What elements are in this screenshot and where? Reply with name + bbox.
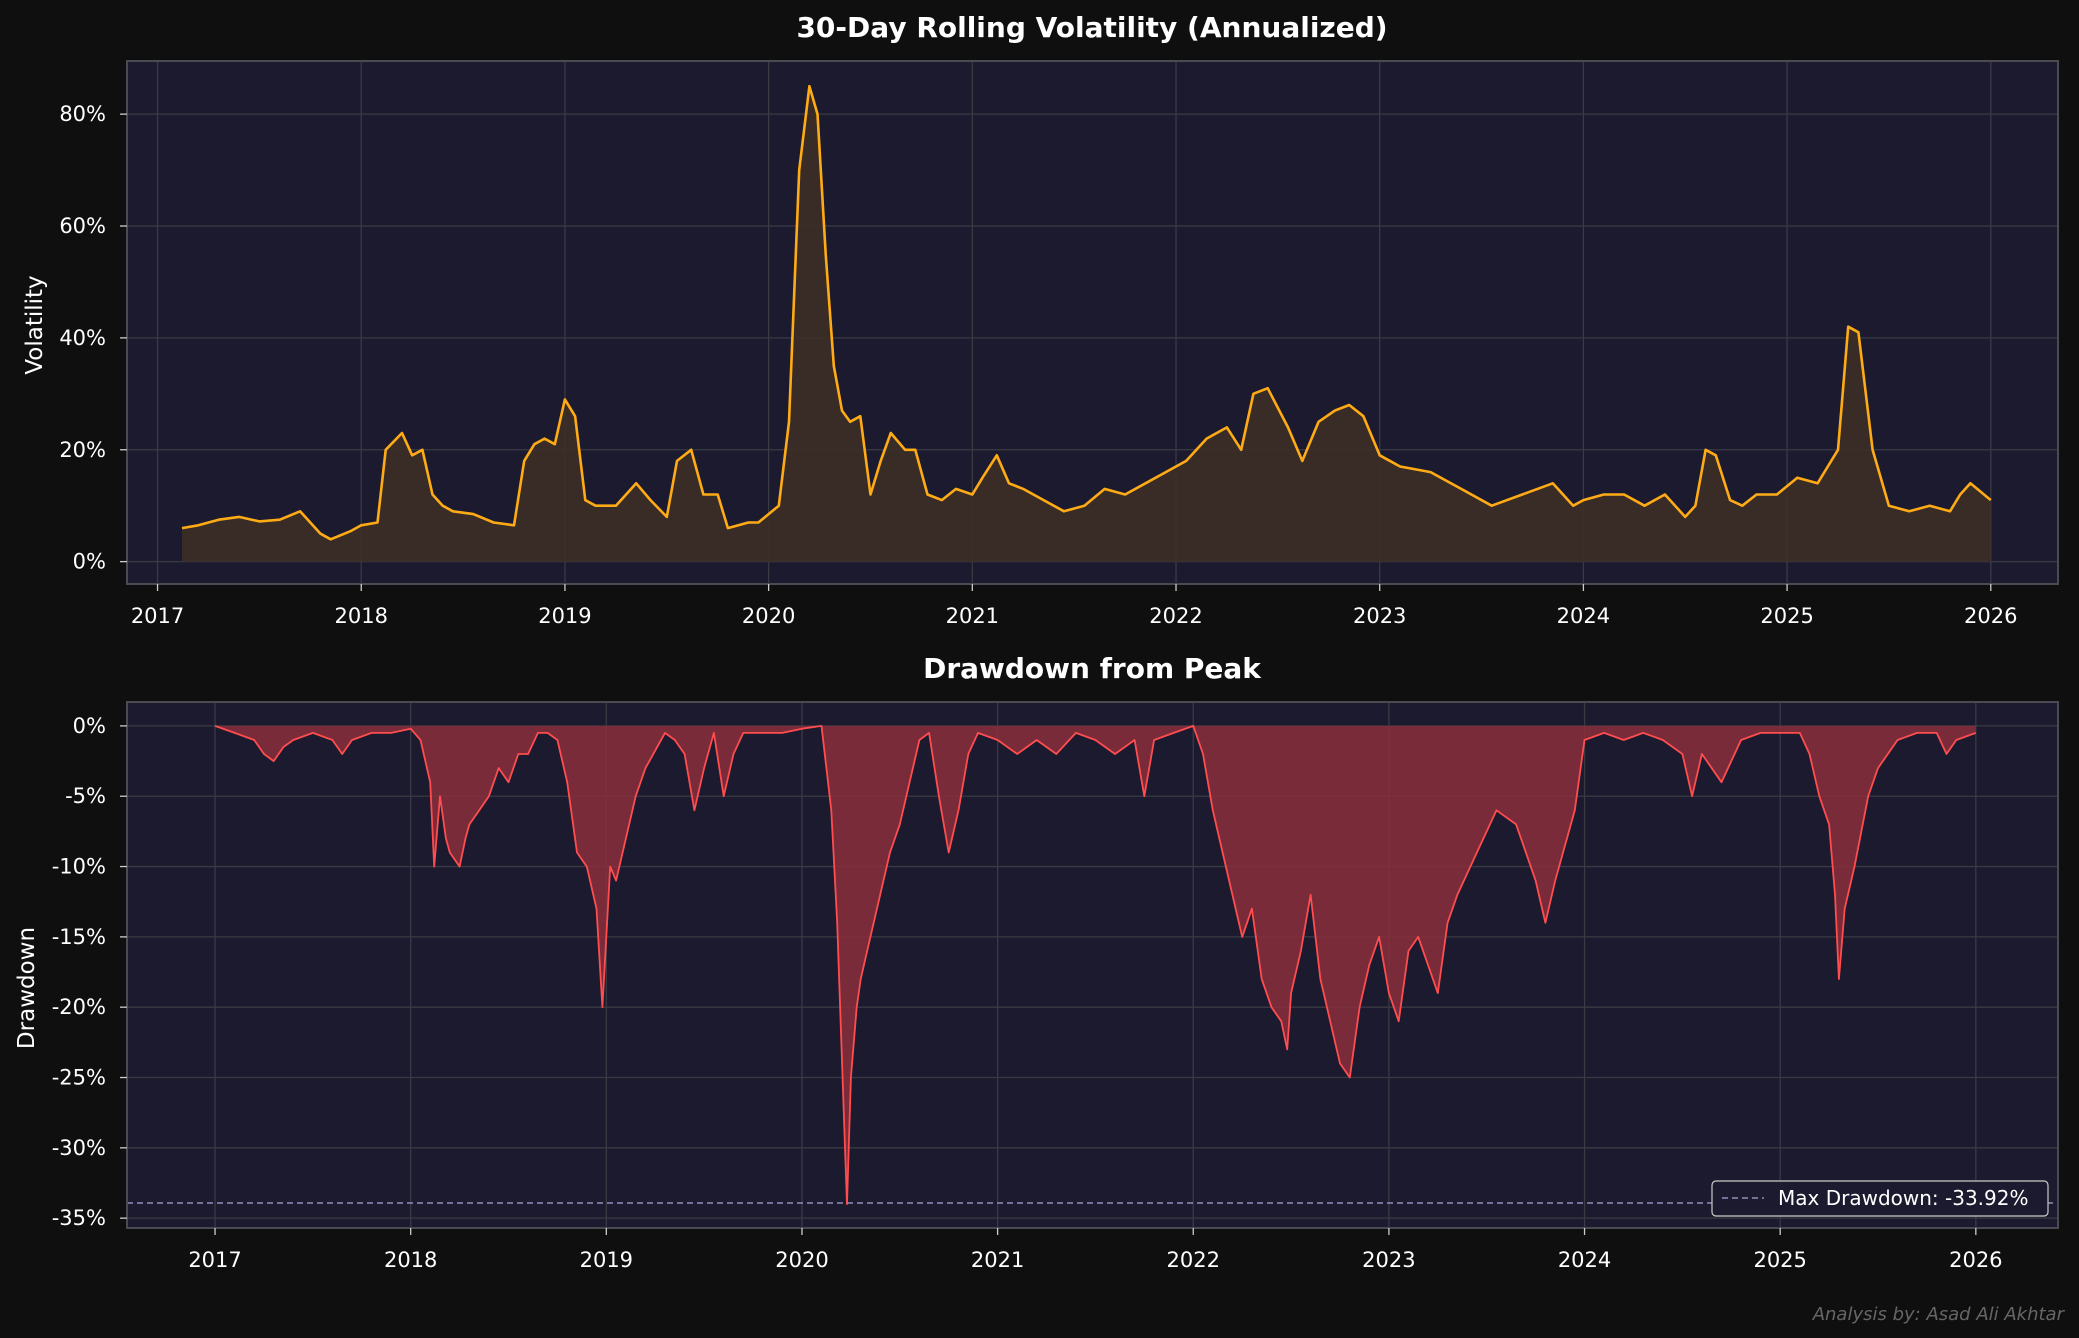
y-tick-label: -30% <box>52 1136 106 1160</box>
drawdown-area <box>215 725 1976 1205</box>
x-tick-label: 2018 <box>384 1248 437 1272</box>
x-tick-label: 2020 <box>742 604 795 628</box>
x-tick-label: 2017 <box>188 1248 241 1272</box>
x-tick-label: 2019 <box>538 604 591 628</box>
volatility-panel: 30-Day Rolling Volatility (Annualized) 0… <box>22 11 2059 628</box>
drawdown-plot-area <box>127 702 2058 1228</box>
drawdown-panel: Drawdown from Peak 0% -5% -10% -15% -20% -25%… <box>14 652 2059 1272</box>
x-tick-label: 2022 <box>1149 604 1202 628</box>
volatility-area <box>182 86 1991 562</box>
x-tick-label: 2025 <box>1753 1248 1806 1272</box>
x-tick-label: 2023 <box>1353 604 1406 628</box>
x-tick-label: 2020 <box>775 1248 828 1272</box>
x-tick-label: 2021 <box>946 604 999 628</box>
x-tick-label: 2023 <box>1362 1248 1415 1272</box>
x-tick-label: 2021 <box>971 1248 1024 1272</box>
volatility-title: 30-Day Rolling Volatility (Annualized) <box>796 11 1387 44</box>
drawdown-y-axis: 0% -5% -10% -15% -20% -25% -30% -35% <box>52 714 127 1230</box>
volatility-line <box>181 84 1992 541</box>
x-tick-label: 2024 <box>1557 604 1610 628</box>
legend-label-max-drawdown: Max Drawdown: -33.92% <box>1778 1186 2028 1210</box>
drawdown-legend: Max Drawdown: -33.92% <box>1711 1180 2049 1217</box>
x-tick-label: 2024 <box>1558 1248 1611 1272</box>
x-tick-label: 2019 <box>580 1248 633 1272</box>
volatility-y-label: Volatility <box>22 275 48 374</box>
y-tick-label: -20% <box>52 995 106 1019</box>
y-tick-label: 0% <box>73 550 106 574</box>
x-tick-label: 2025 <box>1760 604 1813 628</box>
legend-box <box>1711 1180 2049 1217</box>
y-tick-label: -35% <box>52 1206 106 1230</box>
volatility-y-axis: 0% 20% 40% 60% 80% <box>59 102 127 574</box>
y-tick-label: -10% <box>52 855 106 879</box>
y-tick-label: -25% <box>52 1066 106 1090</box>
y-tick-label: 20% <box>59 438 106 462</box>
y-tick-label: -15% <box>52 925 106 949</box>
volatility-grid <box>127 61 2058 584</box>
drawdown-y-label: Drawdown <box>14 927 40 1049</box>
y-tick-label: -5% <box>65 784 106 808</box>
x-tick-label: 2017 <box>131 604 184 628</box>
drawdown-line <box>214 725 1977 1205</box>
x-tick-label: 2026 <box>1964 604 2017 628</box>
y-tick-label: 0% <box>73 714 106 738</box>
volatility-plot-area <box>127 61 2058 584</box>
y-tick-label: 60% <box>59 214 106 238</box>
drawdown-title: Drawdown from Peak <box>923 652 1262 685</box>
volatility-plot-frame <box>126 60 2059 585</box>
x-tick-label: 2022 <box>1167 1248 1220 1272</box>
drawdown-x-axis: 2017 2018 2019 2020 2021 2022 2023 2024 2025 2026 <box>188 1228 2003 1272</box>
y-tick-label: 80% <box>59 102 106 126</box>
x-tick-label: 2026 <box>1949 1248 2002 1272</box>
volatility-x-axis: 2017 2018 2019 2020 2021 2022 2023 2024 2025 2026 <box>131 584 2018 628</box>
y-tick-label: 40% <box>59 326 106 350</box>
x-tick-label: 2018 <box>335 604 388 628</box>
credit-text: Analysis by: Asad Ali Akhtar <box>1812 1304 2066 1325</box>
drawdown-plot-frame <box>126 701 2059 1229</box>
